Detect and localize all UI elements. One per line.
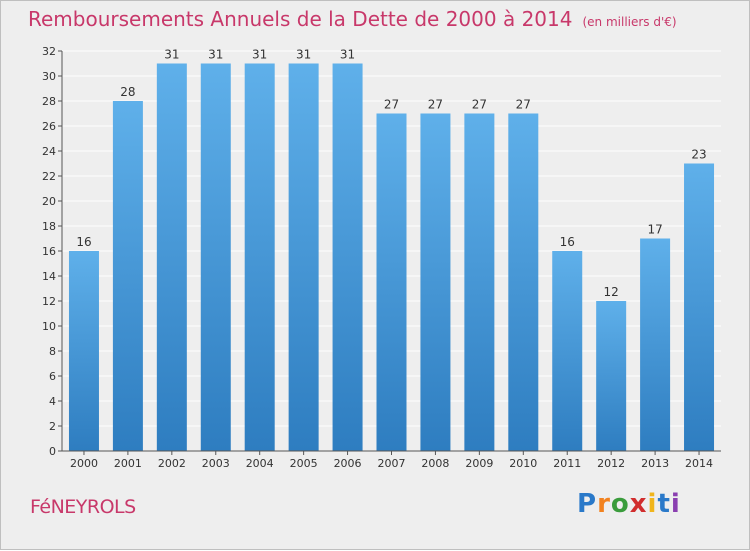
x-tick-label: 2000	[70, 457, 98, 470]
bar-value-label: 31	[296, 48, 311, 62]
y-tick-label: 18	[42, 220, 56, 233]
logo-letter: i	[670, 489, 681, 519]
bar	[508, 113, 539, 451]
x-tick-label: 2003	[202, 457, 230, 470]
x-tick-label: 2009	[465, 457, 493, 470]
x-tick-label: 2004	[246, 457, 274, 470]
bar	[288, 63, 319, 451]
bar-value-label: 27	[428, 98, 443, 112]
bar	[68, 251, 99, 451]
bar-value-label: 16	[76, 235, 91, 249]
proxiti-logo: Proxiti	[577, 489, 681, 519]
y-tick-label: 16	[42, 245, 56, 258]
y-tick-label: 10	[42, 320, 56, 333]
x-axis-labels: 2000 2001 2002 2003 2004 2005 2006 2007 2008 2009…	[62, 450, 721, 470]
chart-title: Remboursements Annuels de la Dette de 20…	[28, 7, 677, 31]
y-tick-label: 12	[42, 295, 56, 308]
bar-value-label: 27	[472, 98, 487, 112]
bar-value-label: 27	[516, 98, 531, 112]
x-tick-label: 2011	[553, 457, 581, 470]
bar	[464, 113, 495, 451]
y-tick-label: 32	[42, 45, 56, 58]
bar	[376, 113, 407, 451]
y-tick-label: 22	[42, 170, 56, 183]
bar-value-label: 28	[120, 85, 135, 99]
y-tick-label: 6	[49, 370, 56, 383]
logo-letter: i	[647, 489, 658, 519]
bar	[640, 238, 671, 451]
bar	[684, 163, 715, 451]
y-tick-label: 8	[49, 345, 56, 358]
chart-unit: (en milliers d'€)	[582, 15, 677, 29]
bar	[200, 63, 231, 451]
bar-value-label: 12	[604, 285, 619, 299]
bar	[112, 101, 143, 451]
x-tick-label: 2002	[158, 457, 186, 470]
bar	[596, 301, 627, 451]
bar-value-label: 31	[252, 48, 267, 62]
y-tick-label: 0	[49, 445, 56, 458]
logo-letter: t	[657, 489, 671, 519]
y-tick-label: 28	[42, 95, 56, 108]
commune-name: FéNEYROLS	[30, 496, 136, 518]
bar-value-label: 16	[560, 235, 575, 249]
y-tick-label: 2	[49, 420, 56, 433]
x-tick-label: 2010	[509, 457, 537, 470]
x-tick-label: 2008	[421, 457, 449, 470]
bar-value-label: 31	[164, 48, 179, 62]
bar	[156, 63, 187, 451]
logo-letter: r	[597, 489, 611, 519]
bar	[244, 63, 275, 451]
bar	[552, 251, 583, 451]
y-tick-label: 20	[42, 195, 56, 208]
x-tick-label: 2012	[597, 457, 625, 470]
y-tick-label: 14	[42, 270, 56, 283]
bar-value-label: 17	[647, 223, 662, 237]
bar-value-label: 31	[340, 48, 355, 62]
y-tick-label: 24	[42, 145, 56, 158]
y-tick-label: 26	[42, 120, 56, 133]
bar-value-label: 31	[208, 48, 223, 62]
logo-letter: P	[577, 489, 598, 519]
logo-letter: x	[629, 489, 648, 519]
x-tick-label: 2005	[290, 457, 318, 470]
bars: 16 28 31 31 31 31 31 27 27 27 27 16 12 17 23	[68, 48, 715, 451]
x-tick-label: 2014	[685, 457, 713, 470]
y-tick-label: 4	[49, 395, 56, 408]
bar-value-label: 23	[691, 148, 706, 162]
y-tick-label: 30	[42, 70, 56, 83]
x-tick-label: 2001	[114, 457, 142, 470]
bar	[332, 63, 363, 451]
x-tick-label: 2007	[378, 457, 406, 470]
logo-letter: o	[610, 489, 630, 519]
x-tick-label: 2013	[641, 457, 669, 470]
bar	[420, 113, 451, 451]
chart-title-text: Remboursements Annuels de la Dette de 20…	[28, 7, 573, 31]
bar-value-label: 27	[384, 98, 399, 112]
x-tick-label: 2006	[334, 457, 362, 470]
